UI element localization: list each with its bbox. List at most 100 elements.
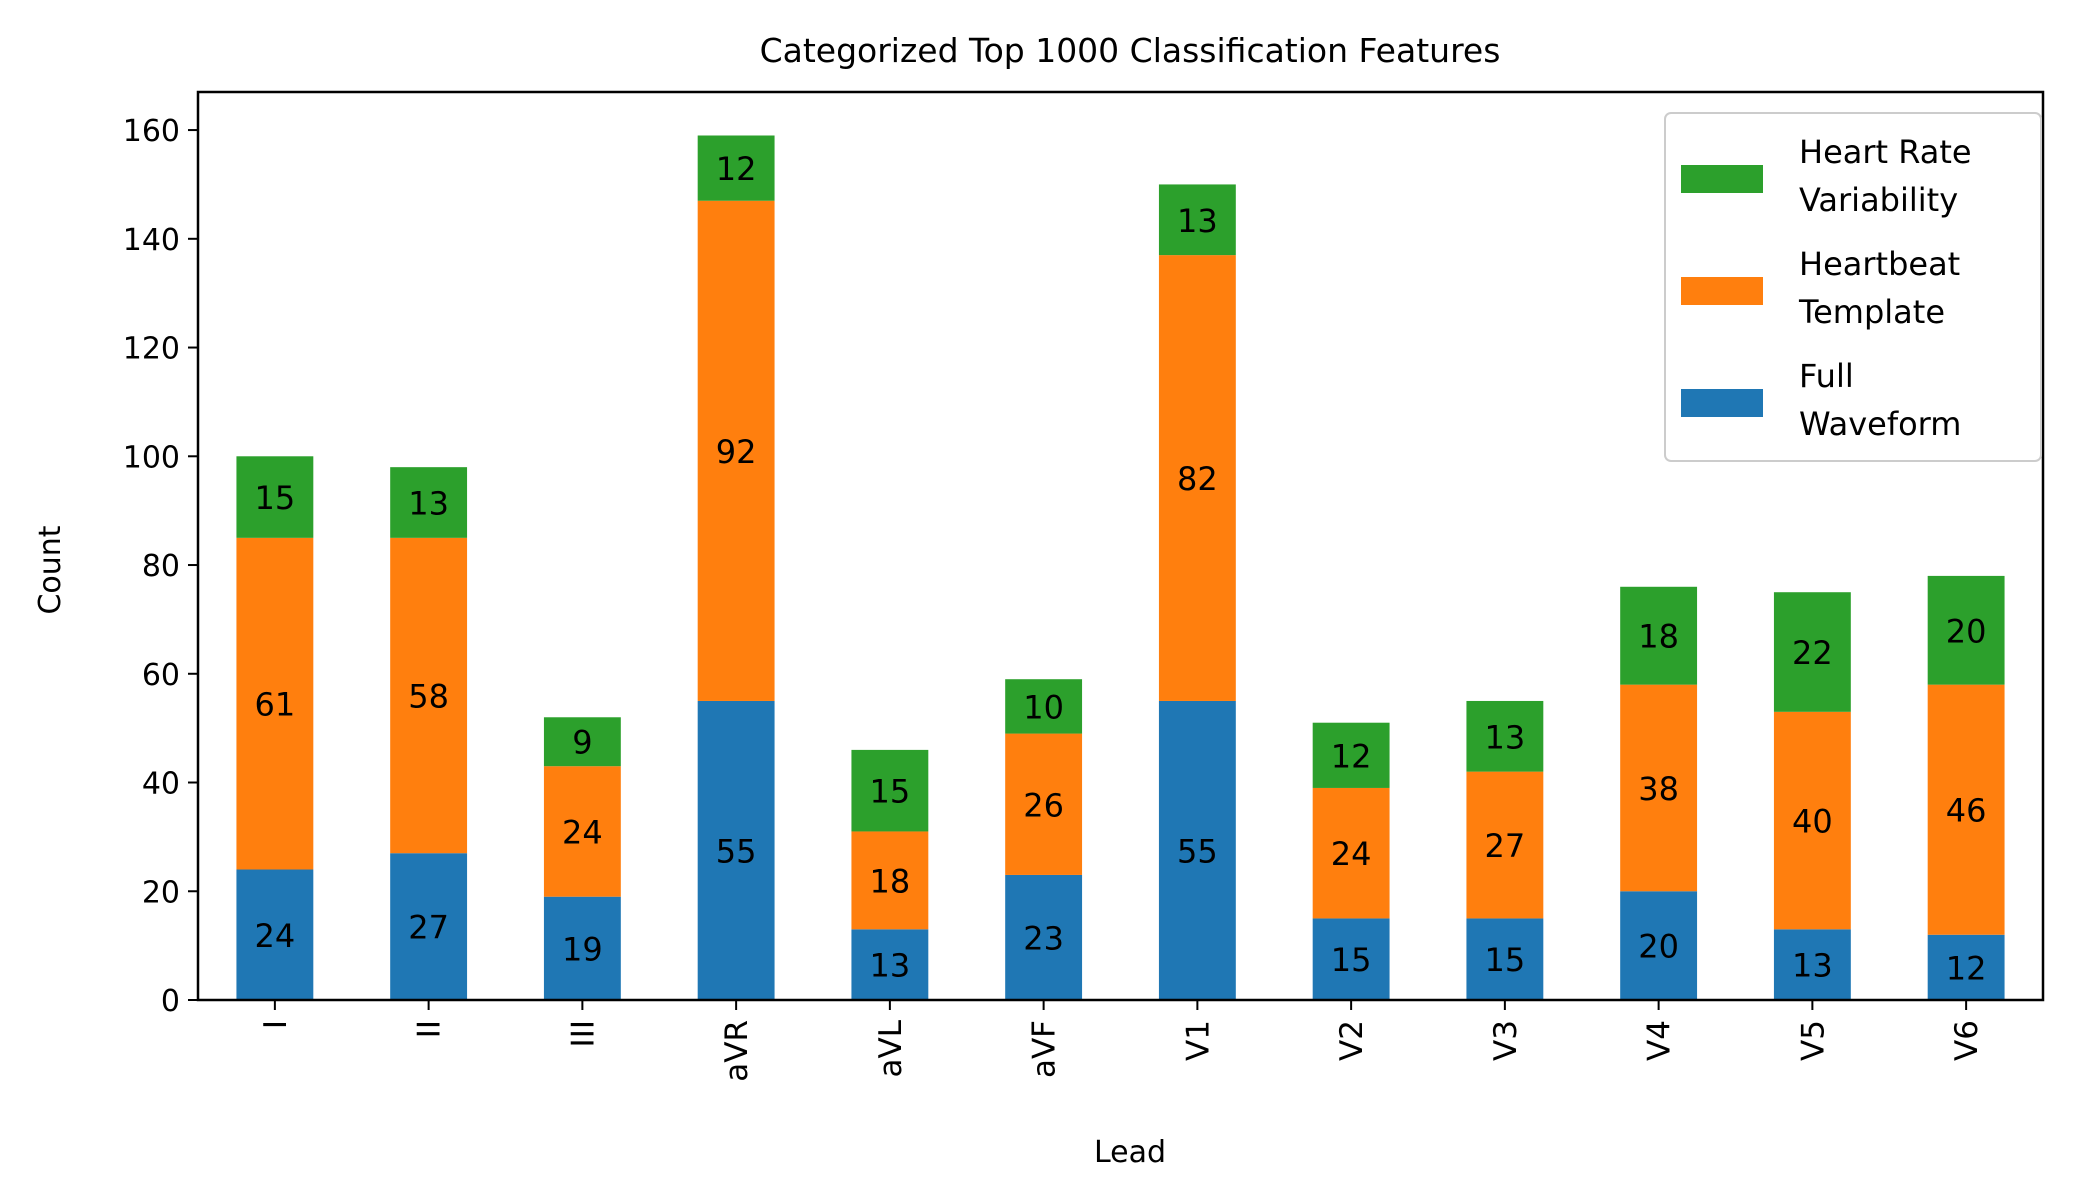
data-label-V6-series-0: 12 — [1946, 949, 1987, 987]
data-label-III-series-2: 9 — [572, 724, 592, 762]
data-label-V2-series-0: 15 — [1331, 941, 1372, 979]
data-label-II-series-0: 27 — [408, 909, 449, 947]
bar-V6-series-2 — [1927, 575, 2005, 685]
bar-V1-series-1 — [1158, 255, 1236, 701]
bar-III-series-1 — [543, 766, 621, 897]
data-label-V1-series-0: 55 — [1177, 832, 1218, 870]
data-label-V3-series-0: 15 — [1485, 941, 1526, 979]
data-label-aVF-series-0: 23 — [1023, 919, 1064, 957]
bar-V2-series-1 — [1312, 787, 1390, 919]
bar-V3-series-1 — [1466, 771, 1544, 919]
data-label-aVF-series-2: 10 — [1023, 688, 1064, 726]
legend-label-1-line-1: Template — [1798, 293, 1945, 331]
data-label-V1-series-2: 13 — [1177, 202, 1218, 240]
data-label-III-series-0: 19 — [562, 930, 603, 968]
legend-label-1-line-0: Heartbeat — [1799, 245, 1960, 283]
data-label-II-series-2: 13 — [408, 485, 449, 523]
bar-III-series-0 — [543, 896, 621, 1000]
bar-aVR-series-2 — [697, 135, 775, 201]
bar-II-series-1 — [390, 537, 468, 854]
data-label-V4-series-0: 20 — [1638, 928, 1679, 966]
x-tick-label-V5: V5 — [1795, 1020, 1831, 1061]
data-label-aVF-series-1: 26 — [1023, 786, 1064, 824]
y-tick-label-160: 160 — [123, 114, 180, 149]
bar-V4-series-1 — [1620, 684, 1698, 892]
data-label-aVR-series-1: 92 — [716, 433, 757, 471]
data-label-V6-series-1: 46 — [1946, 792, 1987, 830]
legend-label-0-line-1: Variability — [1799, 181, 1958, 219]
y-tick-label-60: 60 — [142, 658, 180, 693]
bar-aVL-series-2 — [851, 749, 929, 832]
bars — [236, 135, 2005, 1000]
legend-swatch-2 — [1681, 389, 1763, 417]
bar-III-series-2 — [543, 717, 621, 767]
data-label-aVR-series-0: 55 — [716, 832, 757, 870]
bar-V3-series-2 — [1466, 700, 1544, 772]
data-label-V2-series-1: 24 — [1331, 835, 1372, 873]
data-label-V4-series-1: 38 — [1638, 770, 1679, 808]
bar-V2-series-0 — [1312, 918, 1390, 1000]
y-axis-label: Count — [33, 525, 68, 614]
legend-swatch-1 — [1681, 277, 1763, 305]
bar-aVF-series-0 — [1005, 874, 1083, 1000]
x-tick-label-aVF: aVF — [1027, 1020, 1063, 1078]
y-tick-label-140: 140 — [123, 223, 180, 258]
x-tick-label-V6: V6 — [1949, 1020, 1985, 1061]
bar-aVF-series-2 — [1005, 679, 1083, 734]
x-tick-label-V3: V3 — [1488, 1020, 1524, 1061]
data-label-V5-series-2: 22 — [1792, 634, 1833, 672]
bar-aVL-series-0 — [851, 929, 929, 1000]
bar-II-series-2 — [390, 467, 468, 538]
data-label-V6-series-2: 20 — [1946, 612, 1987, 650]
bar-V5-series-1 — [1773, 711, 1851, 930]
legend-box — [1664, 112, 2042, 462]
data-label-V3-series-1: 27 — [1485, 827, 1526, 865]
x-tick-label-V2: V2 — [1334, 1020, 1370, 1061]
data-label-II-series-1: 58 — [408, 678, 449, 716]
chart-title: Categorized Top 1000 Classification Feat… — [760, 31, 1501, 70]
data-label-V1-series-1: 82 — [1177, 460, 1218, 498]
bar-aVR-series-0 — [697, 700, 775, 1000]
bar-V4-series-2 — [1620, 586, 1698, 685]
data-label-aVL-series-2: 15 — [870, 773, 911, 811]
bar-V2-series-2 — [1312, 722, 1390, 788]
y-tick-label-80: 80 — [142, 549, 180, 584]
data-label-aVR-series-2: 12 — [716, 150, 757, 188]
y-tick-label-100: 100 — [123, 440, 180, 475]
legend-label-2-line-0: Full — [1799, 357, 1854, 395]
data-label-aVL-series-0: 13 — [870, 947, 911, 985]
data-label-I-series-0: 24 — [255, 917, 296, 955]
bar-aVF-series-1 — [1005, 733, 1083, 875]
data-label-V3-series-2: 13 — [1485, 718, 1526, 756]
segment-labels: 24 61 15 27 58 13 19 24 9 55 92 12 13 18 15 23 26 10 55 82 1… — [255, 150, 1987, 987]
data-label-V5-series-1: 40 — [1792, 803, 1833, 841]
plot-frame — [196, 90, 2045, 1002]
y-axis: 0 20 40 60 80 100 120 140 160 — [123, 114, 198, 1019]
data-label-V2-series-2: 12 — [1331, 737, 1372, 775]
bar-aVL-series-1 — [851, 831, 929, 930]
x-tick-label-aVL: aVL — [873, 1019, 909, 1077]
data-label-I-series-2: 15 — [255, 479, 296, 517]
bar-V3-series-0 — [1466, 918, 1544, 1000]
bar-I-series-1 — [236, 537, 314, 870]
bar-V5-series-2 — [1773, 592, 1851, 712]
y-tick-label-20: 20 — [142, 875, 180, 910]
bar-I-series-0 — [236, 869, 314, 1000]
legend-label-0-line-0: Heart Rate — [1799, 133, 1972, 171]
bar-I-series-2 — [236, 456, 314, 538]
y-tick-label-120: 120 — [123, 332, 180, 367]
data-label-V5-series-0: 13 — [1792, 947, 1833, 985]
x-tick-label-I: I — [258, 1020, 294, 1029]
x-tick-label-V4: V4 — [1642, 1020, 1678, 1061]
x-axis: I II III aVR aVL aVF V1 V2 V3 V4 V5 V6 — [258, 1000, 1985, 1082]
bar-V1-series-0 — [1158, 700, 1236, 1000]
bar-V6-series-0 — [1927, 934, 2005, 1000]
x-axis-label: Lead — [1094, 1135, 1166, 1170]
bar-II-series-0 — [390, 853, 468, 1000]
bar-V1-series-2 — [1158, 184, 1236, 256]
legend-label-2-line-1: Waveform — [1799, 405, 1961, 443]
x-tick-label-II: II — [412, 1020, 448, 1038]
bar-V5-series-0 — [1773, 929, 1851, 1000]
y-tick-label-40: 40 — [142, 767, 180, 802]
